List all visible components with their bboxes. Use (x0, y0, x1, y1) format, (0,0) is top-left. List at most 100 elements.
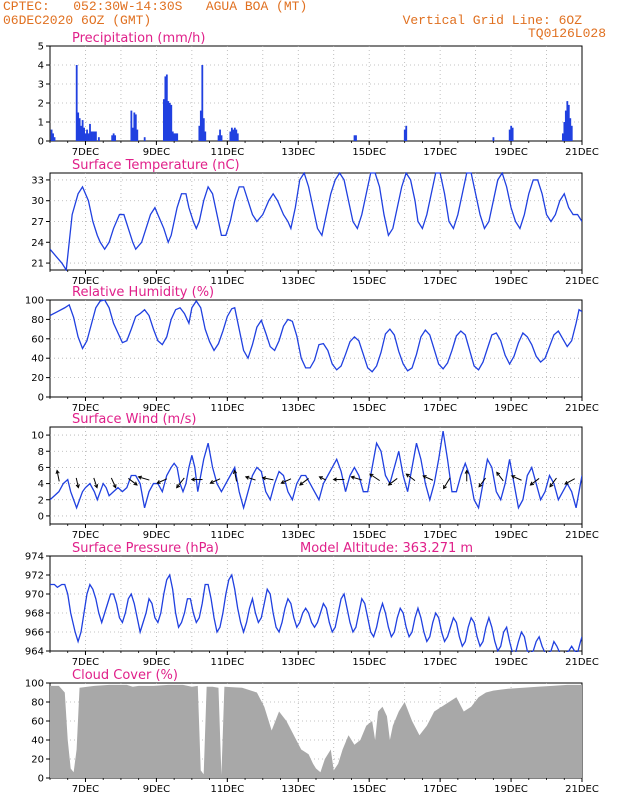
precip-bar (86, 129, 88, 141)
panel-2-x-tick-label: 13DEC (281, 276, 315, 287)
precip-bar (235, 129, 238, 141)
precip-bar (92, 131, 94, 141)
precip-bar (80, 125, 83, 141)
wind-arrow-head (478, 483, 483, 488)
wind-arrow-head (350, 475, 355, 480)
wind-arrow (56, 470, 60, 482)
panel-3-x-tick-label: 15DEC (352, 403, 386, 414)
panel-1-x-tick-label: 15DEC (352, 147, 386, 158)
wind-arrow-head (496, 471, 501, 476)
wind-arrow-head (55, 469, 60, 475)
wind-arrow-head (244, 475, 250, 480)
wind-arrow (245, 476, 256, 481)
panel-5-x-tick-label: 13DEC (281, 657, 315, 668)
precip-bar (165, 74, 168, 141)
precip-bar (87, 133, 90, 141)
precip-bar (233, 127, 236, 141)
panel-3-y-tick-label: 0 (38, 393, 44, 404)
wind-arrow-head (318, 476, 323, 481)
wind-arrow (496, 472, 504, 482)
panel-4-y-tick-label: 10 (31, 431, 44, 442)
panel-1-y-tick-label: 5 (38, 42, 44, 53)
panel-6-y-tick-label: 20 (31, 755, 44, 766)
wind-arrow (369, 473, 380, 482)
panel-1-y-tick-label: 2 (38, 99, 44, 110)
panel-3-y-tick-label: 20 (31, 373, 44, 384)
panel-1-frame (49, 45, 583, 142)
precip-bar (353, 135, 356, 141)
panel-3-x-tick-label: 19DEC (494, 403, 528, 414)
wind-arrow (176, 477, 185, 488)
grid-note-label: Vertical Grid Line: 6OZ (402, 13, 582, 28)
precip-bar (112, 133, 115, 141)
panel-4-x-tick-label: 15DEC (352, 530, 386, 541)
pres-series-line (50, 573, 582, 652)
precip-bar (204, 131, 207, 141)
panel-3-x-tick-label: 17DEC (423, 403, 457, 414)
panel-6-title: Cloud Cover (%) (72, 668, 178, 683)
precip-bar (89, 123, 91, 141)
wind-arrow (443, 477, 451, 489)
panel-6-y-tick-label: 60 (31, 717, 44, 728)
panel-4-y-tick-label: 2 (38, 495, 44, 506)
wind-arrow-head (94, 484, 99, 489)
panel-1-title: Precipitation (mm/h) (72, 31, 205, 46)
precip-bar (202, 118, 205, 141)
panel-2-x-tick-label: 9DEC (143, 276, 170, 287)
panel-2-y-tick-label: 27 (31, 217, 44, 228)
panel-5-x-tick-label: 19DEC (494, 657, 528, 668)
panel-3-x-tick-label: 9DEC (143, 403, 170, 414)
temp-series-line (50, 172, 582, 271)
precip-bar (131, 127, 134, 141)
panel-1-x-tick-label: 7DEC (72, 147, 99, 158)
panel-5-subtitle: Model Altitude: 363.271 m (300, 541, 473, 556)
panel-4-x-tick-label: 9DEC (143, 530, 170, 541)
panel-1-y-tick-label: 4 (38, 61, 44, 72)
panel-4-y-tick-label: 6 (38, 463, 44, 474)
precip-bar (508, 129, 511, 141)
panel-6-x-tick-label: 7DEC (72, 784, 99, 795)
precip-bar (511, 127, 514, 141)
wind-arrow-head (549, 483, 554, 488)
precip-bar (97, 137, 100, 141)
panel-1-x-tick-label: 11DEC (210, 147, 244, 158)
panel-6-x-tick-label: 17DEC (423, 784, 457, 795)
panel-4-y-tick-label: 8 (38, 447, 44, 458)
wind-arrow-head (232, 469, 238, 475)
precip-bar (220, 135, 223, 141)
panel-3-x-tick-label: 21DEC (565, 403, 599, 414)
panel-4-x-tick-label: 17DEC (423, 530, 457, 541)
panel-5-x-tick-label: 9DEC (143, 657, 170, 668)
precip-bar (570, 125, 573, 141)
wind-arrow-head (564, 480, 569, 485)
precip-bar (81, 120, 84, 141)
precip-bar (217, 135, 220, 141)
precip-bar (90, 131, 93, 141)
precip-bar (561, 133, 564, 141)
precip-bar (75, 65, 78, 141)
wind-arrow-head (422, 475, 427, 480)
panel-5-title: Surface Pressure (hPa) (72, 541, 219, 556)
panel-6-y-tick-label: 0 (38, 774, 44, 785)
panel-5-x-tick-label: 15DEC (352, 657, 386, 668)
wind-arrow (478, 477, 486, 488)
panel-6-y-tick-label: 100 (25, 679, 44, 690)
panel-2-title: Surface Temperature (nC) (72, 158, 240, 173)
precip-bar (168, 103, 171, 141)
wind-arrow-head (209, 480, 214, 484)
precip-bar (199, 110, 202, 141)
panel-3-x-tick-label: 11DEC (210, 403, 244, 414)
wind-arrow (210, 478, 221, 484)
wind-arrow-head (280, 480, 285, 484)
wind-series-line (50, 430, 582, 511)
wind-arrow (351, 476, 363, 481)
wind-arrow (138, 476, 150, 481)
wind-arrow (110, 477, 117, 488)
panel-6-y-tick-label: 40 (31, 736, 44, 747)
precip-bar (403, 129, 406, 141)
panel-2-x-tick-label: 15DEC (352, 276, 386, 287)
wind-arrow (549, 477, 557, 488)
panel-2-x-tick-label: 7DEC (72, 276, 99, 287)
precip-bar (162, 99, 165, 141)
precip-bar (174, 133, 177, 141)
